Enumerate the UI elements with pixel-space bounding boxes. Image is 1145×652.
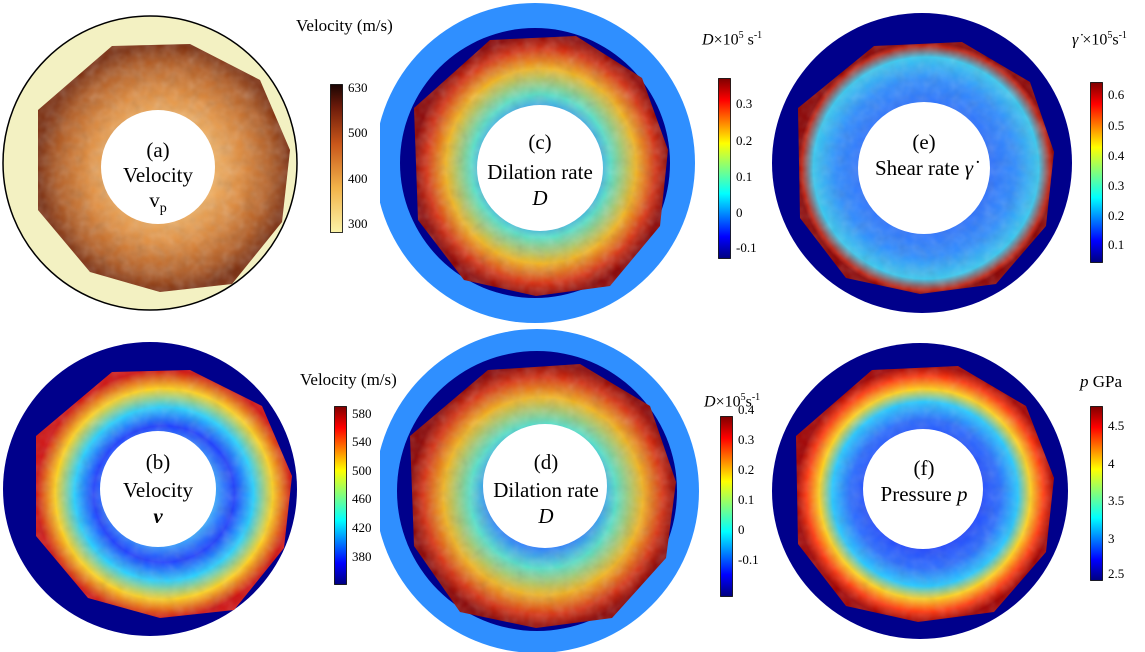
panel-a-tick: 630 <box>348 80 368 95</box>
panel-c-tick: -0.1 <box>736 240 757 255</box>
panel-b-tick: 460 <box>352 491 372 506</box>
panel-e-cbar-title: γ̇ ×105s-1 <box>1072 30 1127 49</box>
panel-b-tick: 500 <box>352 463 372 478</box>
panel-e-tick: 0.5 <box>1108 118 1125 133</box>
panel-a-title: Velocity <box>123 163 193 187</box>
panel-e-colorbar <box>1090 82 1103 263</box>
panel-a-colorbar <box>330 84 343 233</box>
panel-d-tag: (d) <box>533 450 559 474</box>
panel-a: (a) Velocity vp Velocity (m/s) 630 500 4… <box>0 0 393 326</box>
panel-f: (f) Pressure p p GPa 4.5 4 3.5 3 2.5 <box>762 326 1145 652</box>
panel-c-tick: 0.3 <box>736 96 753 111</box>
panel-c-tick: 0.1 <box>736 169 753 184</box>
panel-c-tag: (c) <box>528 130 552 154</box>
inner-hole <box>101 110 215 224</box>
panel-f-tick: 4 <box>1108 456 1115 471</box>
panel-b-symbol: v <box>153 504 163 528</box>
inner-hole <box>863 429 983 549</box>
panel-d-title: Dilation rate <box>493 478 599 502</box>
panel-d-tick: 0.3 <box>738 432 755 447</box>
panel-c-cbar-title: D×105 s-1 <box>702 30 763 49</box>
panel-c-symbol: D <box>532 186 548 210</box>
panel-e-map <box>772 13 1072 313</box>
panel-b-tick: 380 <box>352 549 372 564</box>
panel-d-tick: 0.2 <box>738 462 755 477</box>
panel-a-tick: 400 <box>348 171 368 186</box>
panel-b-tick: 420 <box>352 520 372 535</box>
panel-d: (d) Dilation rate D D×105s-1 0.4 0.3 0.2… <box>380 326 762 652</box>
panel-d-cbar-title: D×105s-1 <box>704 392 761 411</box>
panel-d-symbol: D <box>538 504 554 528</box>
panel-e-tick: 0.3 <box>1108 178 1125 193</box>
panel-a-tick: 500 <box>348 125 368 140</box>
panel-b: (b) Velocity v Velocity (m/s) 580 540 50… <box>0 326 397 652</box>
inner-hole <box>477 105 603 231</box>
inner-hole <box>483 424 607 548</box>
panel-c: (c) Dilation rate D D×105 s-1 0.3 0.2 0.… <box>380 0 762 326</box>
panel-c-tick: 0.2 <box>736 133 753 148</box>
panel-d-colorbar <box>720 416 733 597</box>
panel-f-tick: 2.5 <box>1108 566 1125 581</box>
panel-a-cbar-title: Velocity (m/s) <box>296 16 393 35</box>
panel-e: (e) Shear rate γ̇ γ̇ ×105s-1 0.6 0.5 0.4… <box>762 0 1145 326</box>
panel-c-tick: 0 <box>736 205 743 220</box>
panel-e-tick: 0.4 <box>1108 148 1125 163</box>
panel-d-map <box>380 329 699 652</box>
panel-c-map <box>380 3 695 323</box>
panel-a-tick: 300 <box>348 216 368 231</box>
panel-d-tick: 0.1 <box>738 492 755 507</box>
panel-f-tag: (f) <box>913 456 935 480</box>
inner-hole <box>858 102 990 234</box>
panel-a-tag: (a) <box>146 138 170 162</box>
panel-f-tick: 3 <box>1108 531 1115 546</box>
panel-c-title: Dilation rate <box>487 160 593 184</box>
panel-a-symbol: vp <box>149 188 167 217</box>
panel-b-colorbar <box>334 406 347 585</box>
panel-e-title: Shear rate γ̇ <box>874 156 974 180</box>
panel-b-tag: (b) <box>145 450 171 474</box>
panel-b-title: Velocity <box>123 478 193 502</box>
panel-e-tick: 0.2 <box>1108 208 1125 223</box>
panel-f-colorbar <box>1090 406 1103 581</box>
panel-d-tick: -0.1 <box>738 552 759 567</box>
panel-e-tick: 0.6 <box>1108 87 1125 102</box>
panel-b-map <box>3 342 297 636</box>
panel-f-map <box>772 343 1068 639</box>
panel-f-cbar-title: p GPa <box>1080 372 1123 391</box>
inner-hole <box>100 431 216 547</box>
panel-b-tick: 540 <box>352 434 372 449</box>
panel-d-tick: 0.4 <box>738 402 755 417</box>
panel-b-tick: 580 <box>352 406 372 421</box>
panel-a-map <box>2 15 298 311</box>
panel-f-tick: 4.5 <box>1108 418 1125 433</box>
panel-e-tag: (e) <box>912 130 936 154</box>
panel-c-colorbar <box>718 78 731 259</box>
panel-e-tick: 0.1 <box>1108 237 1125 252</box>
panel-f-tick: 3.5 <box>1108 493 1125 508</box>
panel-b-cbar-title: Velocity (m/s) <box>300 370 397 389</box>
panel-f-title: Pressure p <box>880 482 968 506</box>
panel-d-tick: 0 <box>738 522 745 537</box>
